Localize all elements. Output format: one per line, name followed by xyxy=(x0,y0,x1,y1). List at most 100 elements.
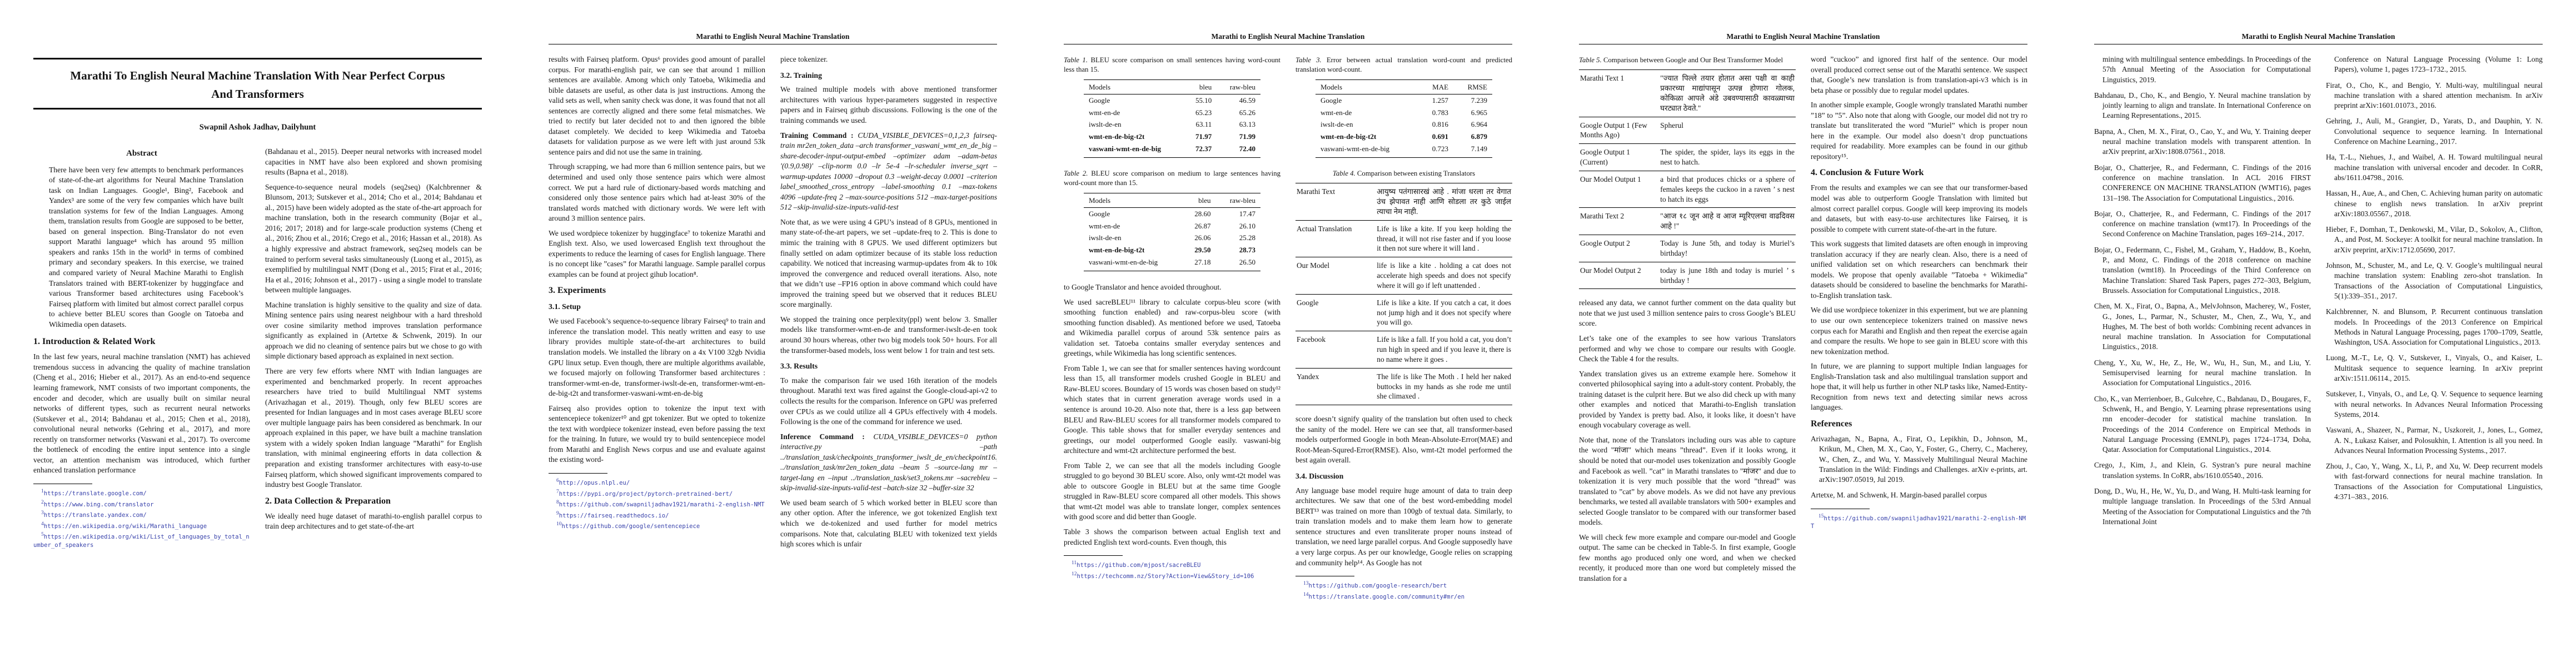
column-header: Models xyxy=(1084,192,1183,208)
footnote: 3https://translate.yandex.com/ xyxy=(33,510,250,520)
table-row: Google 28.60 17.47 xyxy=(1084,208,1260,220)
model-name-cell: iwslt-de-en xyxy=(1321,120,1353,129)
score-cell: 7.149 xyxy=(1453,143,1492,158)
column-1: Table 1. BLEU score comparison on small … xyxy=(1064,54,1280,602)
table-row: vaswani-wmt-en-de-big 0.723 7.149 xyxy=(1316,143,1492,158)
row-text: Spherul xyxy=(1659,116,1796,144)
footnote: 15https://github.com/swapniljadhav1921/m… xyxy=(1811,513,2027,531)
table-row: Actual Translation Life is like a kite. I… xyxy=(1296,220,1512,257)
model-name-cell: vaswani-wmt-en-de-big xyxy=(1316,143,1419,158)
title-rule-top xyxy=(33,58,482,59)
column-header: raw-bleu xyxy=(1217,79,1260,95)
row-label: Marathi Text 1 xyxy=(1580,74,1625,83)
footnote-url[interactable]: https://github.com/google/sentencepiece xyxy=(561,523,700,530)
footnote-url[interactable]: https://www.bing.com/translator xyxy=(43,501,154,508)
model-name-cell: Google xyxy=(1089,209,1110,218)
column-header: bleu xyxy=(1183,192,1216,208)
paragraph: Fairseq also provides option to tokenize… xyxy=(549,404,765,464)
footnote-number: 3 xyxy=(41,510,44,516)
page-body: Marathi to English Neural Machine Transl… xyxy=(515,0,1030,554)
reference-entry: Ha, T.-L., Niehues, J., and Waibel, A. H… xyxy=(2326,153,2543,182)
command-text: CUDA_VISIBLE_DEVICES=0,1,2,3 fairseq-tra… xyxy=(780,131,997,212)
paragraph: We stopped the training once perplexity(… xyxy=(780,315,997,355)
table-row: wmt-en-de 26.87 26.10 xyxy=(1084,220,1260,232)
columns: Table 5. Comparison between Google and O… xyxy=(1579,54,2027,589)
columns: results with Fairseq platform. Opus⁶ pro… xyxy=(549,54,997,554)
running-header: Marathi to English Neural Machine Transl… xyxy=(2094,32,2543,44)
score-cell: 71.99 xyxy=(1239,132,1255,141)
row-text: Life is like a kite. If you keep holding… xyxy=(1376,220,1512,257)
row-label: Actual Translation xyxy=(1296,220,1376,257)
paragraph: Any language base model require huge amo… xyxy=(1296,486,1512,567)
table-row: vaswani-wmt-en-de-big 27.18 26.50 xyxy=(1084,256,1260,271)
paragraph: We will check few more example and compa… xyxy=(1579,532,1796,583)
paragraph: Sequence-to-sequence neural models (seq2… xyxy=(265,182,482,295)
footnote-number: 1 xyxy=(41,488,44,494)
reference-entry: Hieber, F., Domhan, T., Denkowski, M., V… xyxy=(2326,225,2543,254)
reference-entry: Zhou, J., Cao, Y., Wang, X., Li, P., and… xyxy=(2326,462,2543,501)
table-row: Our Model life is like a kite . holding a… xyxy=(1296,257,1512,295)
paragraph: Yandex translation gives us an extreme e… xyxy=(1579,369,1796,430)
paper-page-3: Marathi to English Neural Machine Transl… xyxy=(1030,0,1546,667)
reference-entry: Dong, D., Wu, H., He, W., Yu, D., and Wa… xyxy=(2094,486,2311,526)
caption-label: Table 2. xyxy=(1064,169,1088,177)
footnote-url[interactable]: https://translate.google.com/ xyxy=(43,490,147,497)
footnote-url[interactable]: https://github.com/swapniljadhav1921/mar… xyxy=(1811,515,2026,530)
footnote-url[interactable]: https://en.wikipedia.org/wiki/List_of_la… xyxy=(33,534,250,549)
table-row: Google Output 2 Today is June 5th, and to… xyxy=(1579,235,1796,262)
row-label: Our Model Output 1 xyxy=(1579,170,1660,208)
caption-label: Table 1. xyxy=(1064,56,1088,64)
footnote-url[interactable]: https://github.com/google-research/bert xyxy=(1308,582,1447,589)
footnote-url[interactable]: http://opus.nlpl.eu/ xyxy=(559,479,630,486)
paper-page-1: Marathi To English Neural Machine Transl… xyxy=(0,0,515,667)
row-label: Our Model Output 2 xyxy=(1579,261,1660,289)
table-row: Google 1.257 7.239 xyxy=(1316,94,1492,107)
paragraph: Machine translation is highly sensitive … xyxy=(265,300,482,361)
command-label: Training Command : xyxy=(780,131,854,140)
model-name-cell: wmt-en-de-big-t2t xyxy=(1089,132,1145,141)
table-row: wmt-en-de-big-t2t 71.97 71.99 xyxy=(1084,131,1260,143)
score-cell: 46.59 xyxy=(1239,96,1255,104)
paragraph: Let’s take one of the examples to see ho… xyxy=(1579,334,1796,364)
paragraph: We ideally need huge dataset of marathi-… xyxy=(265,511,482,531)
column-header: MAE xyxy=(1419,79,1454,95)
footnote-url[interactable]: https://translate.google.com/community#m… xyxy=(1308,593,1465,600)
paper-page-2: Marathi to English Neural Machine Transl… xyxy=(515,0,1030,667)
footnote-number: 2 xyxy=(41,499,44,505)
columns: Table 1. BLEU score comparison on small … xyxy=(1064,54,1512,602)
footnote-url[interactable]: https://fairseq.readthedocs.io/ xyxy=(559,512,669,519)
section-heading: 4. Conclusion & Future Work xyxy=(1811,168,1924,178)
metrics-table: Models MAE RMSE Google 1.257 7.239 wmt-en-de 0.… xyxy=(1296,79,1512,158)
footnote: 7https://pypi.org/project/pytorch-pretra… xyxy=(549,489,765,499)
footnote-number: 9 xyxy=(556,510,559,516)
title-line-2: And Transformers xyxy=(211,87,304,101)
table-caption: Table 1. BLEU score comparison on small … xyxy=(1064,56,1280,75)
subsection-heading: 3.2. Training xyxy=(780,71,823,79)
row-text: The spider, the spider, lays its eggs in… xyxy=(1659,143,1796,171)
footnote-url[interactable]: https://en.wikipedia.org/wiki/Marathi_la… xyxy=(43,522,207,530)
column-1: mining with multilingual sentence embedd… xyxy=(2094,54,2311,532)
caption-text: BLEU score comparison on small sentences… xyxy=(1064,56,1280,74)
footnote-url[interactable]: https://techcomm.nz/Story?Action=View&St… xyxy=(1077,573,1254,580)
running-header: Marathi to English Neural Machine Transl… xyxy=(1064,32,1512,44)
reference-entry: Gehring, J., Auli, M., Grangier, D., Yar… xyxy=(2326,117,2543,146)
footnote-url[interactable]: https://github.com/mjpost/sacreBLEU xyxy=(1077,561,1201,569)
row-label: Google Output 1 (Few Months Ago) xyxy=(1579,116,1660,144)
footnote-url[interactable]: https://translate.yandex.com/ xyxy=(43,511,147,519)
footnote-separator xyxy=(1064,555,1123,556)
model-name-cell: iwslt-de-en xyxy=(1089,120,1122,129)
row-label: Marathi Text 2 xyxy=(1579,207,1660,235)
footnote-url[interactable]: https://github.com/swapniljadhav1921/mar… xyxy=(559,501,765,509)
row-text: today is june 18th and today is muriel ’… xyxy=(1659,261,1796,289)
reference-entry: Artetxe, M. and Schwenk, H. Margin-based… xyxy=(1811,491,1987,500)
title-rule-bottom xyxy=(33,108,482,110)
reference-entry: Bojar, O., Chatterjee, R., and Federmann… xyxy=(2094,209,2311,238)
paragraph: We did use wordpiece tokenizer in this e… xyxy=(1811,306,2027,356)
column-header: bleu xyxy=(1184,79,1217,95)
column-2: Table 3. Error between actual translatio… xyxy=(1296,54,1512,602)
footnote-number: 13 xyxy=(1303,581,1309,587)
paragraph: We used sacreBLEU¹¹ library to calculate… xyxy=(1064,297,1280,358)
score-cell: 28.73 xyxy=(1239,246,1255,255)
footnote-url[interactable]: https://pypi.org/project/pytorch-pretrai… xyxy=(559,490,733,497)
score-cell: 6.879 xyxy=(1471,132,1487,141)
